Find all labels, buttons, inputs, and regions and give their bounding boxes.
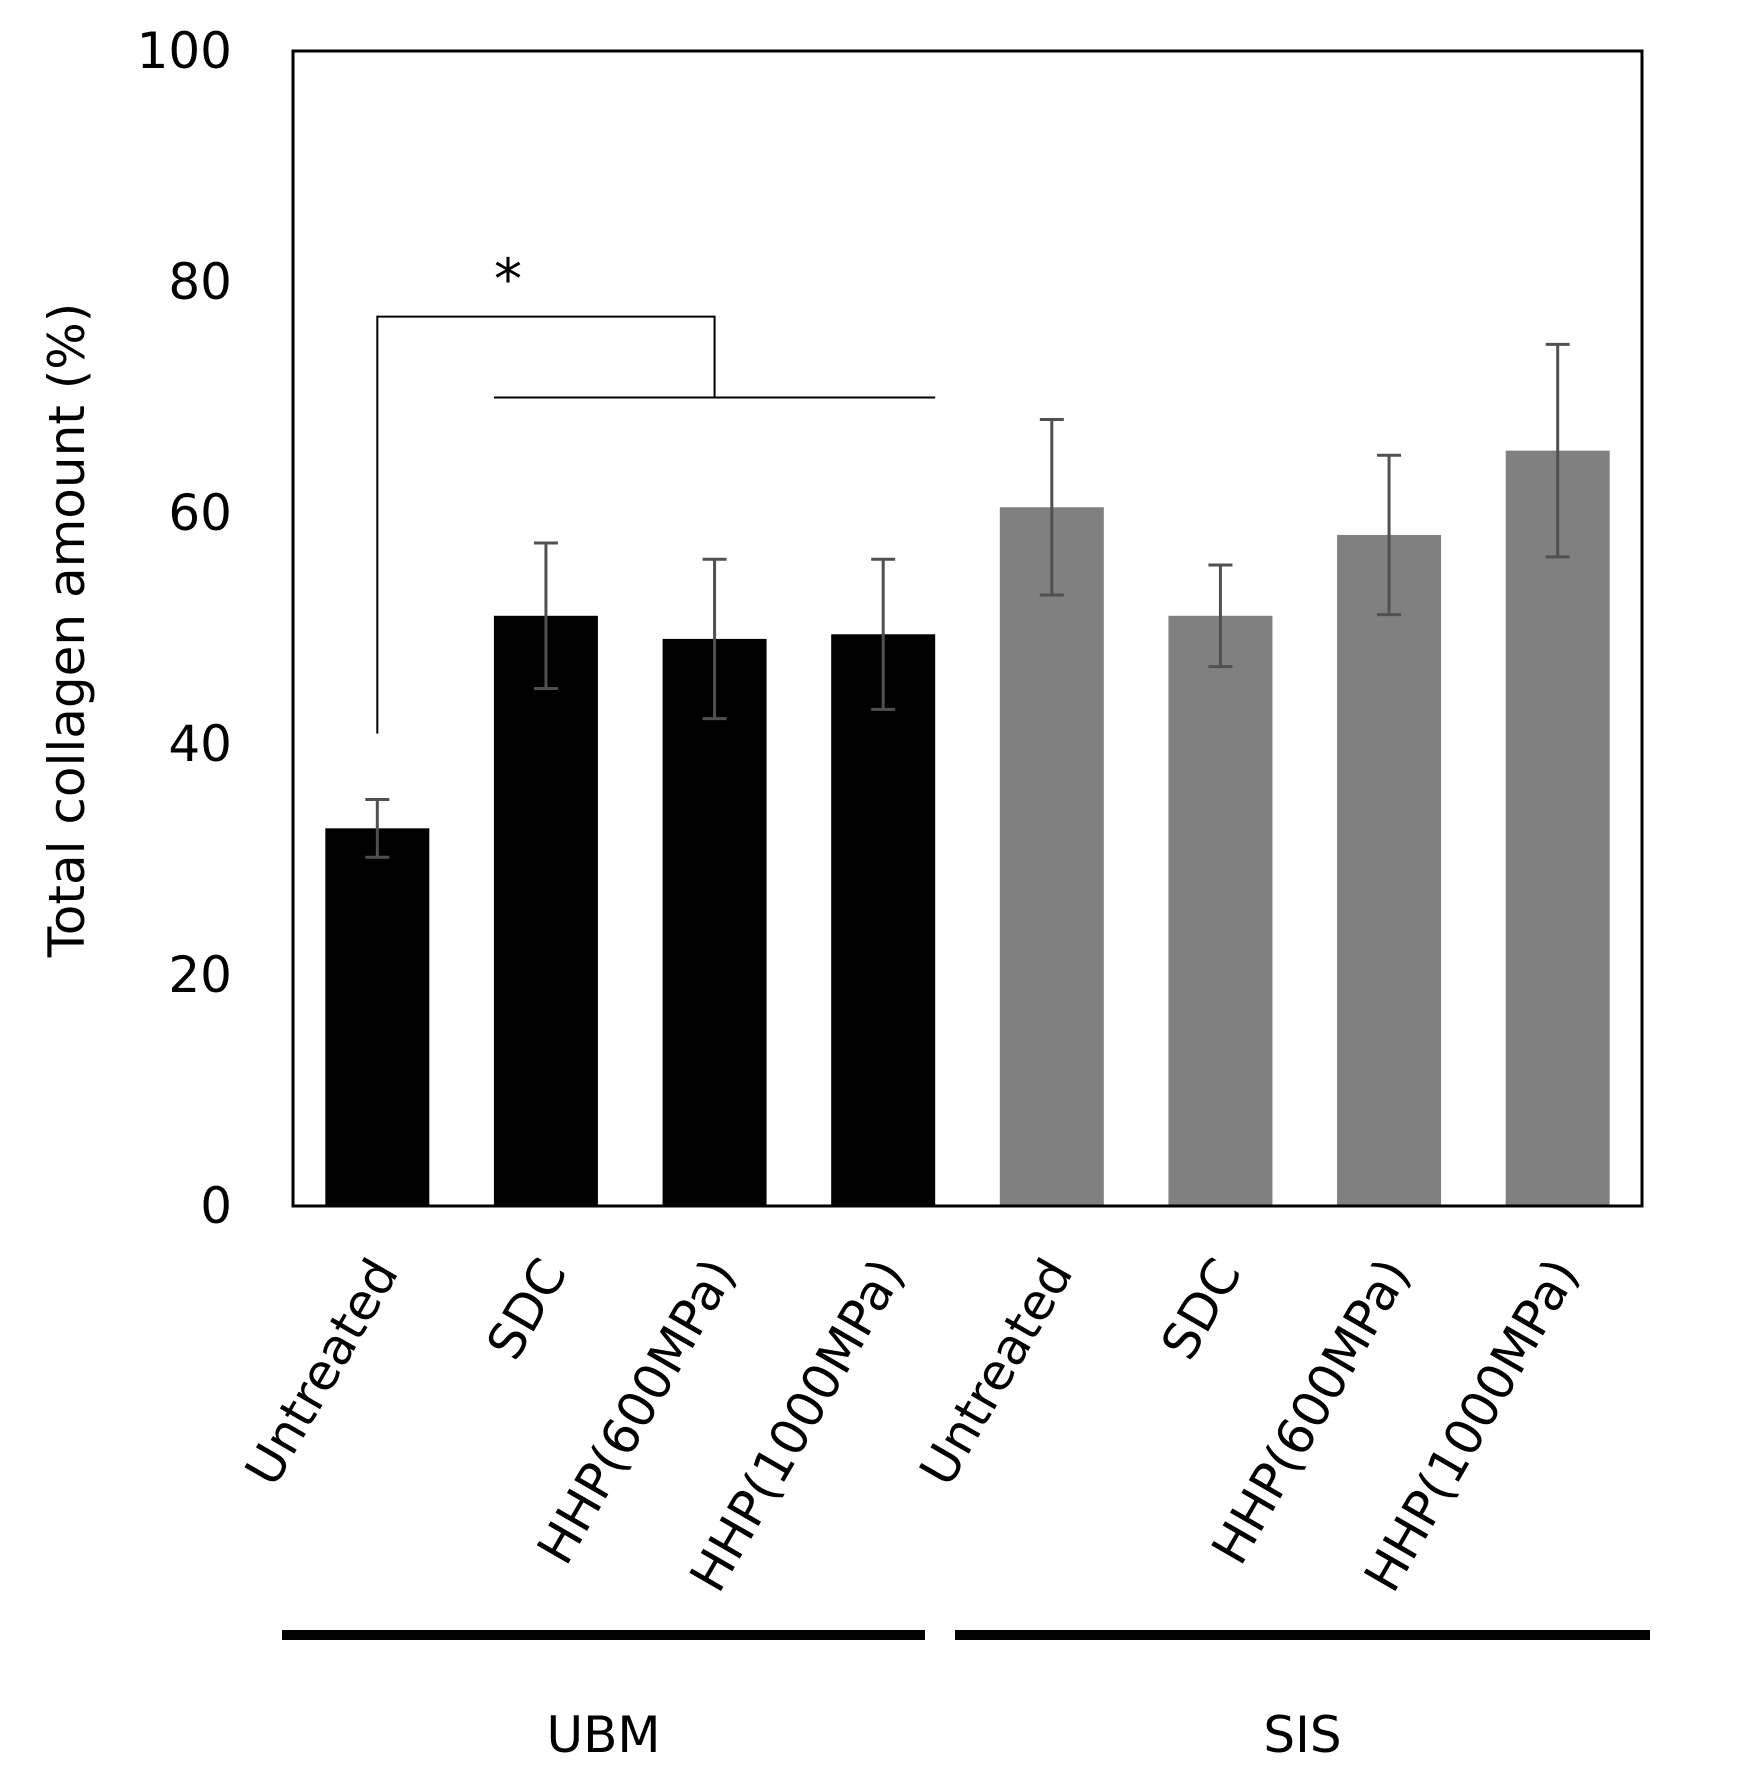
error-bar-6 (1208, 563, 1233, 669)
bar-6 (1168, 615, 1273, 1206)
group-underline-sis (955, 1630, 1650, 1640)
group-labels: UBM SIS (282, 1630, 1650, 1764)
group-label: SIS (1263, 1706, 1341, 1764)
y-axis-ticks: 0 20 40 60 80 100 (137, 22, 232, 1235)
x-axis-labels: Untreated SDCHHP(600MPa)HHP(1000MPa)Untre… (234, 1249, 1590, 1601)
bracket (376, 315, 936, 734)
y-tick-label: 100 (137, 22, 232, 80)
group-label: UBM (546, 1706, 660, 1764)
error-bars (365, 342, 1570, 859)
bar-8 (1505, 450, 1610, 1206)
error-bar-3 (702, 557, 727, 721)
x-tick-label: SDC (1150, 1249, 1253, 1369)
plot-frame (291, 49, 1644, 1208)
bars (325, 450, 1610, 1207)
bar-7 (1337, 534, 1442, 1206)
y-tick-label: 40 (168, 715, 232, 773)
bar-2 (493, 615, 598, 1206)
y-tick-label: 20 (168, 946, 232, 1004)
y-axis-label: Total collagen amount (%) (38, 303, 96, 959)
bar-5 (999, 507, 1104, 1207)
bar-1 (325, 828, 430, 1206)
group-underline-ubm (282, 1630, 925, 1640)
error-bar-2 (533, 541, 558, 691)
error-bar-5 (1039, 417, 1064, 597)
bar-4 (831, 634, 936, 1206)
error-bar-1 (365, 797, 390, 859)
x-tick-label: Untreated (234, 1249, 410, 1495)
y-tick-label: 60 (168, 484, 232, 542)
significance-bracket: * (376, 248, 936, 734)
x-tick-label: Untreated (909, 1249, 1085, 1495)
x-tick-label: SDC (476, 1249, 579, 1369)
y-tick-label: 0 (200, 1177, 232, 1235)
error-bar-7 (1377, 453, 1402, 617)
error-bar-4 (871, 557, 896, 711)
y-tick-label: 80 (168, 253, 232, 311)
significance-star: * (494, 248, 522, 313)
bar-3 (662, 638, 767, 1206)
error-bar-8 (1545, 342, 1570, 559)
bracket-line (376, 315, 716, 734)
